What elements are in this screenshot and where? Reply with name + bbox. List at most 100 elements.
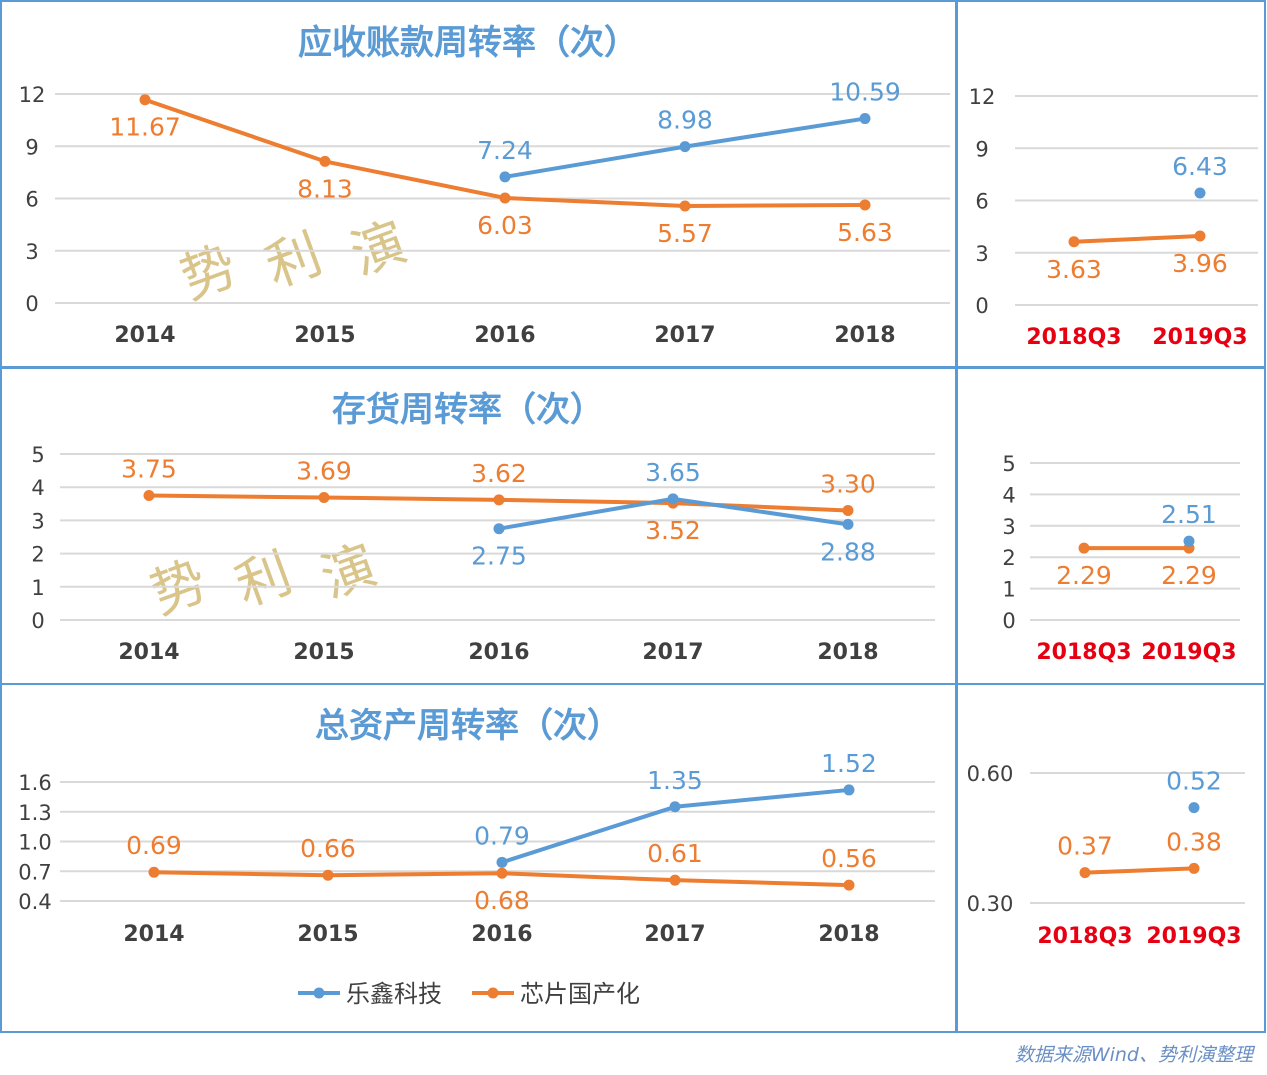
data-label: 3.62 xyxy=(471,459,527,488)
data-point xyxy=(143,490,155,501)
x-tick-label: 2018Q3 xyxy=(1026,325,1121,350)
y-tick-label: 2 xyxy=(1002,546,1015,570)
y-tick-label: 6 xyxy=(975,190,988,214)
watermark-char: 利 xyxy=(258,222,330,300)
y-tick-label: 0.4 xyxy=(18,890,51,914)
x-tick-label: 2016 xyxy=(468,640,529,665)
watermark-char: 利 xyxy=(228,541,300,619)
data-point xyxy=(842,504,854,516)
panel-border xyxy=(956,683,1266,1033)
chart-3: 0 1 2 3 4 5 2014 2015 2016 2017 2018 存货周转率（次） 3.75 3.… xyxy=(0,367,957,685)
y-tick-label: 0 xyxy=(31,609,44,633)
watermark-char: 演 xyxy=(343,210,415,288)
data-label: 0.56 xyxy=(821,844,877,873)
chart-4: 0 1 2 3 4 5 2018Q3 2019Q3 2.29 2.29 2.51 xyxy=(956,367,1266,685)
data-point xyxy=(859,113,871,125)
data-label: 7.24 xyxy=(477,136,533,165)
data-point xyxy=(667,493,679,505)
data-point xyxy=(1183,535,1195,547)
data-point xyxy=(499,192,511,204)
data-label: 3.96 xyxy=(1172,249,1228,278)
y-tick-label: 0.30 xyxy=(967,892,1014,916)
x-tick-label: 2018 xyxy=(834,323,895,348)
chart-1: 0 3 6 9 12 2014 2015 2016 2017 2018 应收账款周转率（次） 11.6… xyxy=(0,0,957,368)
data-point xyxy=(1188,862,1200,874)
data-label: 0.68 xyxy=(474,886,530,915)
data-point xyxy=(669,874,681,886)
y-tick-label: 1 xyxy=(31,576,44,600)
data-point xyxy=(493,494,505,506)
x-tick-label: 2016 xyxy=(474,323,535,348)
data-label: 2.29 xyxy=(1056,561,1112,590)
data-label: 8.98 xyxy=(657,106,713,135)
x-tick-label: 2018Q3 xyxy=(1036,640,1131,665)
watermark-char: 势 xyxy=(173,234,245,312)
data-point xyxy=(842,518,854,530)
legend-label: 乐鑫科技 xyxy=(346,980,442,1008)
y-tick-label: 3 xyxy=(975,242,988,266)
x-tick-label: 2019Q3 xyxy=(1152,325,1247,350)
y-tick-label: 12 xyxy=(969,85,996,109)
chart-5: 0.4 0.7 1.0 1.3 1.6 2014 2015 2016 2017 2018 总资产周转… xyxy=(0,683,957,1033)
data-label: 3.52 xyxy=(645,516,701,545)
data-label: 10.59 xyxy=(829,78,901,107)
data-label: 1.35 xyxy=(647,766,703,795)
y-tick-label: 0 xyxy=(1002,609,1015,633)
y-tick-label: 2 xyxy=(31,543,44,567)
y-tick-label: 3 xyxy=(25,240,38,264)
y-tick-label: 3 xyxy=(31,509,44,533)
x-tick-label: 2014 xyxy=(118,640,179,665)
data-label: 0.66 xyxy=(300,834,356,863)
series-line-chip xyxy=(1084,866,1195,875)
x-tick-label: 2017 xyxy=(642,640,703,665)
data-point xyxy=(1194,230,1206,242)
y-tick-label: 1.6 xyxy=(18,771,51,795)
data-point xyxy=(843,879,855,891)
data-point xyxy=(139,94,151,106)
y-tick-label: 12 xyxy=(19,83,46,107)
y-tick-label: 4 xyxy=(1002,483,1015,507)
data-label: 5.57 xyxy=(657,219,713,248)
data-label: 3.30 xyxy=(820,469,876,498)
data-label: 3.65 xyxy=(645,458,701,487)
data-label: 6.43 xyxy=(1172,152,1228,181)
chart-2: 0 3 6 9 12 2018Q3 2019Q3 3.63 3.96 6.43 xyxy=(956,0,1266,368)
legend-swatch-marker xyxy=(487,987,499,999)
y-tick-label: 0.7 xyxy=(18,860,51,884)
chart-title: 应收账款周转率（次） xyxy=(298,23,638,63)
data-point xyxy=(843,784,855,796)
y-tick-label: 0 xyxy=(975,294,988,318)
legend-label: 芯片国产化 xyxy=(520,980,640,1008)
y-tick-label: 4 xyxy=(31,476,44,500)
data-label: 0.38 xyxy=(1166,827,1222,856)
data-point xyxy=(1068,236,1080,248)
x-tick-label: 2017 xyxy=(644,922,705,947)
source-note: 数据来源Wind、势利演整理 xyxy=(1014,1044,1253,1066)
series-line-chip xyxy=(1073,234,1201,244)
x-tick-label: 2018 xyxy=(818,922,879,947)
data-point xyxy=(318,491,330,503)
data-point xyxy=(1078,542,1090,554)
data-point xyxy=(148,866,160,878)
data-label: 6.03 xyxy=(477,211,533,240)
data-point xyxy=(669,801,681,813)
data-point xyxy=(322,869,334,881)
chart-6: 0.30 0.60 2018Q3 2019Q3 0.37 0.38 0.52 xyxy=(956,683,1266,1033)
x-tick-label: 2014 xyxy=(114,323,175,348)
data-label: 2.51 xyxy=(1161,500,1217,529)
data-label: 3.63 xyxy=(1046,255,1102,284)
y-tick-label: 1.0 xyxy=(18,831,51,855)
y-tick-label: 9 xyxy=(975,137,988,161)
data-label: 5.63 xyxy=(837,218,893,247)
data-label: 11.67 xyxy=(109,113,181,142)
x-tick-label: 2017 xyxy=(654,323,715,348)
data-label: 1.52 xyxy=(821,749,877,778)
y-tick-label: 6 xyxy=(25,188,38,212)
data-point xyxy=(1194,187,1206,199)
x-tick-label: 2014 xyxy=(123,922,184,947)
x-tick-label: 2016 xyxy=(471,922,532,947)
data-label: 0.79 xyxy=(474,821,530,850)
x-tick-label: 2019Q3 xyxy=(1146,924,1241,949)
data-label: 2.29 xyxy=(1161,561,1217,590)
